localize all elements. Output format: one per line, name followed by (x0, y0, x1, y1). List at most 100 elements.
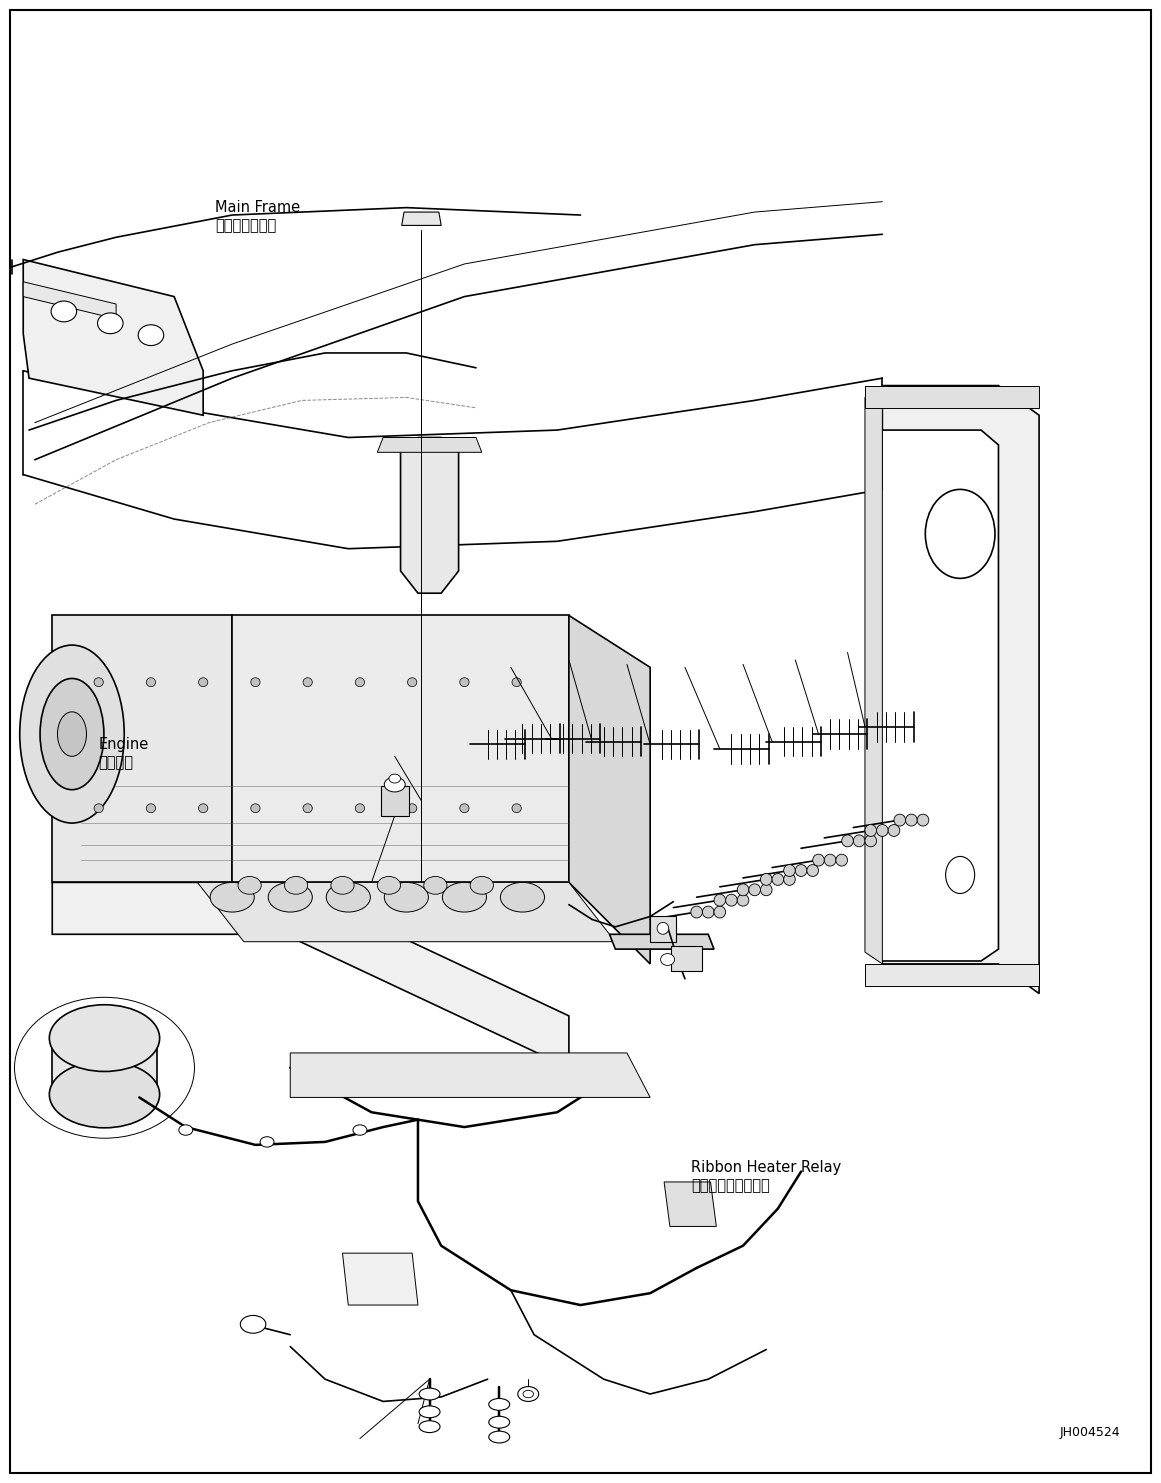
Polygon shape (401, 437, 459, 593)
Ellipse shape (657, 922, 669, 934)
Polygon shape (342, 1253, 418, 1305)
Ellipse shape (661, 954, 675, 965)
Text: メインフレーム: メインフレーム (215, 218, 276, 233)
Ellipse shape (512, 678, 521, 687)
Ellipse shape (749, 884, 760, 896)
Ellipse shape (460, 678, 469, 687)
Ellipse shape (489, 1398, 510, 1410)
Ellipse shape (917, 814, 929, 826)
Ellipse shape (760, 884, 772, 896)
Ellipse shape (795, 865, 807, 876)
Text: リボンヒータリレー: リボンヒータリレー (691, 1178, 770, 1192)
Ellipse shape (326, 882, 370, 912)
Ellipse shape (331, 876, 354, 894)
Ellipse shape (251, 678, 260, 687)
Ellipse shape (714, 894, 726, 906)
Ellipse shape (303, 804, 312, 813)
Ellipse shape (807, 865, 819, 876)
Polygon shape (23, 260, 203, 415)
Ellipse shape (702, 906, 714, 918)
Ellipse shape (836, 854, 848, 866)
Ellipse shape (389, 774, 401, 783)
Ellipse shape (714, 906, 726, 918)
Ellipse shape (384, 882, 428, 912)
Polygon shape (865, 964, 1039, 986)
Polygon shape (290, 1053, 650, 1097)
Text: JH004524: JH004524 (1060, 1425, 1120, 1439)
Ellipse shape (726, 894, 737, 906)
Ellipse shape (760, 873, 772, 885)
Ellipse shape (518, 1387, 539, 1401)
Ellipse shape (408, 678, 417, 687)
Ellipse shape (199, 804, 208, 813)
Ellipse shape (824, 854, 836, 866)
Ellipse shape (865, 835, 877, 847)
Ellipse shape (210, 882, 254, 912)
Ellipse shape (865, 825, 877, 836)
Ellipse shape (784, 865, 795, 876)
Ellipse shape (442, 882, 486, 912)
Ellipse shape (925, 489, 995, 578)
Ellipse shape (51, 301, 77, 322)
Text: Main Frame: Main Frame (215, 200, 300, 215)
Ellipse shape (138, 325, 164, 346)
Ellipse shape (179, 1124, 193, 1136)
Ellipse shape (355, 678, 365, 687)
Ellipse shape (894, 814, 906, 826)
Ellipse shape (408, 804, 417, 813)
Polygon shape (882, 386, 1039, 994)
Ellipse shape (238, 876, 261, 894)
Polygon shape (52, 1038, 157, 1094)
Ellipse shape (945, 856, 975, 893)
Ellipse shape (94, 678, 103, 687)
Ellipse shape (355, 804, 365, 813)
Ellipse shape (784, 873, 795, 885)
Ellipse shape (98, 313, 123, 334)
Ellipse shape (146, 804, 156, 813)
Ellipse shape (20, 645, 124, 823)
Polygon shape (671, 946, 702, 971)
Ellipse shape (737, 884, 749, 896)
Ellipse shape (906, 814, 917, 826)
Ellipse shape (353, 1124, 367, 1136)
Ellipse shape (377, 876, 401, 894)
Ellipse shape (691, 906, 702, 918)
Ellipse shape (424, 876, 447, 894)
Polygon shape (610, 934, 714, 949)
Ellipse shape (199, 678, 208, 687)
Ellipse shape (303, 678, 312, 687)
Ellipse shape (419, 1406, 440, 1418)
Ellipse shape (500, 882, 545, 912)
Ellipse shape (489, 1431, 510, 1443)
Ellipse shape (57, 712, 86, 756)
Ellipse shape (49, 1062, 159, 1127)
Ellipse shape (240, 1315, 266, 1333)
Ellipse shape (842, 835, 853, 847)
Ellipse shape (522, 1391, 534, 1397)
Ellipse shape (460, 804, 469, 813)
Polygon shape (650, 916, 676, 942)
Text: Ribbon Heater Relay: Ribbon Heater Relay (691, 1160, 841, 1175)
Ellipse shape (384, 777, 405, 792)
Polygon shape (232, 615, 569, 882)
Ellipse shape (888, 825, 900, 836)
Text: エンジン: エンジン (99, 755, 134, 770)
Ellipse shape (419, 1421, 440, 1433)
Ellipse shape (470, 876, 493, 894)
Ellipse shape (877, 825, 888, 836)
Polygon shape (381, 786, 409, 816)
Ellipse shape (260, 1137, 274, 1148)
Ellipse shape (772, 873, 784, 885)
Ellipse shape (146, 678, 156, 687)
Ellipse shape (284, 876, 308, 894)
Polygon shape (52, 882, 569, 1068)
Ellipse shape (94, 804, 103, 813)
Polygon shape (664, 1182, 716, 1226)
Ellipse shape (489, 1416, 510, 1428)
Polygon shape (377, 437, 482, 452)
Polygon shape (865, 386, 1039, 408)
Ellipse shape (39, 679, 104, 789)
Ellipse shape (512, 804, 521, 813)
Polygon shape (23, 282, 116, 319)
Ellipse shape (49, 1004, 159, 1071)
